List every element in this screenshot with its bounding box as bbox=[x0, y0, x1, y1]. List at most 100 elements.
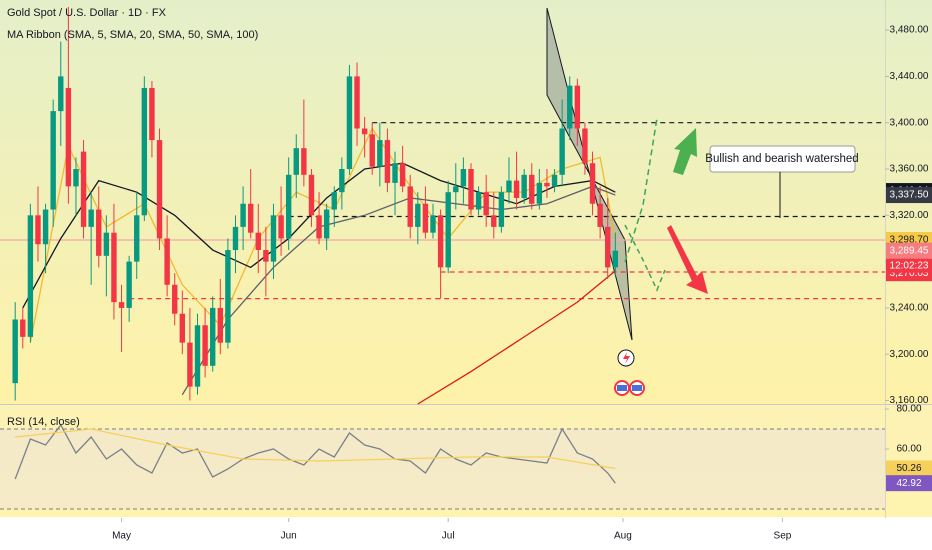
candle-body bbox=[589, 163, 596, 204]
annotation-box bbox=[709, 145, 856, 173]
candle-body bbox=[50, 111, 56, 210]
candle-body bbox=[498, 192, 505, 227]
price-tag bbox=[886, 475, 932, 492]
candle-body bbox=[521, 174, 527, 198]
candle-body bbox=[567, 85, 573, 129]
candle-body bbox=[126, 261, 132, 308]
candle-body bbox=[430, 215, 436, 233]
candle-body bbox=[453, 186, 459, 193]
candle-body bbox=[445, 192, 451, 268]
candle-body bbox=[483, 192, 489, 216]
candle-body bbox=[582, 128, 588, 164]
candle-body bbox=[415, 203, 421, 227]
y-tick-label: 3,320.00 bbox=[890, 210, 929, 221]
x-tick-label: May bbox=[112, 531, 131, 542]
candle-body bbox=[35, 215, 41, 245]
candle-body bbox=[255, 232, 261, 251]
candle-body bbox=[354, 76, 360, 129]
candle-body bbox=[612, 250, 619, 268]
rsi-pane bbox=[0, 405, 932, 517]
candle-body bbox=[172, 284, 178, 314]
candle-body bbox=[285, 174, 292, 239]
x-tick-label: Jul bbox=[442, 531, 455, 542]
ma-line bbox=[15, 428, 616, 470]
candle-body bbox=[194, 325, 201, 387]
series-layer bbox=[0, 6, 885, 510]
candle-body bbox=[103, 232, 110, 256]
candle-body bbox=[20, 319, 26, 337]
drawings: Bullish and bearish watershed bbox=[614, 117, 859, 396]
price-tag-label: 3,289.45 bbox=[890, 245, 929, 256]
price-tag-label: 3,270.03 bbox=[890, 268, 929, 279]
candle-body bbox=[12, 319, 18, 384]
y-tick-label: 3,240.00 bbox=[890, 303, 929, 314]
candle-body bbox=[422, 203, 429, 233]
candle-body bbox=[491, 215, 497, 227]
x-tick-label: Jun bbox=[281, 531, 297, 542]
candle-body bbox=[384, 140, 391, 183]
time-axis bbox=[0, 518, 932, 550]
candle-body bbox=[217, 307, 224, 343]
arrow-down bbox=[667, 225, 708, 294]
price-tag bbox=[886, 460, 932, 477]
candle-body bbox=[513, 180, 520, 198]
candle-body bbox=[308, 174, 315, 216]
price-tag-label: 3,337.50 bbox=[890, 190, 929, 201]
y-tick-label: 80.00 bbox=[896, 404, 921, 415]
candle-body bbox=[247, 203, 254, 233]
y-tick-label: 60.00 bbox=[896, 444, 921, 455]
candle-body bbox=[293, 148, 299, 175]
ma-line bbox=[14, 423, 616, 484]
candle-body bbox=[301, 148, 307, 175]
main-pane bbox=[0, 0, 932, 404]
y-tick-label: 3,200.00 bbox=[890, 349, 929, 360]
rsi-band bbox=[0, 429, 885, 509]
candle-body bbox=[149, 87, 155, 141]
price-tag-label: 42.92 bbox=[896, 478, 921, 489]
candle-body bbox=[574, 85, 581, 129]
candle-body bbox=[392, 163, 398, 183]
candle-body bbox=[605, 226, 611, 268]
y-tick-label: 3,440.00 bbox=[890, 71, 929, 82]
candle-body bbox=[202, 325, 208, 366]
candle-body bbox=[156, 140, 163, 239]
annotation: Bullish and bearish watershed bbox=[705, 153, 858, 165]
candle-body bbox=[399, 163, 406, 187]
candle-body bbox=[529, 174, 535, 204]
ma-line bbox=[417, 270, 616, 405]
candle-body bbox=[65, 87, 72, 187]
y-tick-label: 3,400.00 bbox=[890, 117, 929, 128]
candle-body bbox=[88, 209, 94, 227]
news-flag bbox=[617, 385, 627, 391]
candle-body bbox=[536, 182, 543, 204]
y-tick-label: 3,160.00 bbox=[890, 395, 929, 406]
price-tag bbox=[886, 187, 932, 204]
chart-subtitle: MA Ribbon (SMA, 5, SMA, 20, SMA, 50, SMA… bbox=[7, 29, 258, 41]
candle-body bbox=[475, 192, 482, 210]
candle-body bbox=[187, 342, 193, 387]
candle-body bbox=[559, 128, 565, 175]
candle-body bbox=[179, 313, 186, 343]
candle-body bbox=[263, 250, 269, 262]
candle-body bbox=[339, 169, 345, 193]
countdown-tag bbox=[886, 258, 932, 273]
candle-body bbox=[361, 128, 368, 135]
candle-body bbox=[597, 203, 603, 227]
candle-body bbox=[164, 238, 170, 285]
candle-body bbox=[407, 186, 413, 227]
candle-body bbox=[210, 307, 216, 366]
candle-body bbox=[468, 169, 474, 210]
price-tag bbox=[886, 242, 932, 259]
candle-body bbox=[96, 209, 102, 256]
arrow-up bbox=[673, 128, 697, 175]
candle-body bbox=[377, 140, 383, 167]
price-tag-label: 50.26 bbox=[896, 463, 921, 474]
projection-down bbox=[624, 224, 666, 292]
axis-layer: May Jun Jul Aug Sep 3,160.00 3,200.00 3,240.00 3… bbox=[112, 25, 932, 542]
news-flag bbox=[632, 385, 642, 391]
candle-body bbox=[118, 302, 125, 308]
candle-body bbox=[42, 209, 49, 245]
x-tick-label: Sep bbox=[774, 531, 792, 542]
candle-body bbox=[369, 134, 375, 167]
